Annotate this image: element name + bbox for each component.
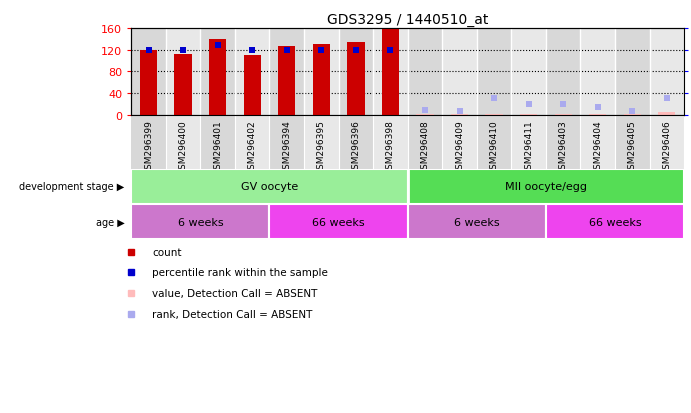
Bar — [304, 116, 339, 169]
Bar — [580, 116, 615, 169]
Text: GSM296405: GSM296405 — [627, 120, 637, 175]
Bar — [477, 116, 511, 169]
Bar — [589, 115, 607, 116]
Bar — [580, 29, 615, 116]
Title: GDS3295 / 1440510_at: GDS3295 / 1440510_at — [327, 12, 489, 26]
Text: MII oocyte/egg: MII oocyte/egg — [505, 182, 587, 192]
Bar — [278, 47, 296, 116]
Text: age ▶: age ▶ — [95, 217, 124, 227]
Text: 66 weeks: 66 weeks — [312, 217, 365, 227]
Text: 66 weeks: 66 weeks — [589, 217, 641, 227]
Bar — [442, 29, 477, 116]
Bar — [235, 116, 269, 169]
Bar — [416, 114, 434, 116]
Bar — [166, 29, 200, 116]
Text: GSM296394: GSM296394 — [282, 120, 292, 175]
Text: GSM296396: GSM296396 — [351, 120, 361, 175]
FancyBboxPatch shape — [408, 169, 684, 204]
Text: GSM296395: GSM296395 — [316, 120, 326, 175]
Bar — [373, 29, 408, 116]
FancyBboxPatch shape — [269, 204, 408, 240]
Bar — [442, 116, 477, 169]
Bar — [451, 114, 468, 116]
Text: GSM296406: GSM296406 — [662, 120, 672, 175]
Bar — [554, 114, 571, 116]
FancyBboxPatch shape — [546, 204, 684, 240]
Bar — [131, 116, 166, 169]
Bar — [347, 43, 365, 116]
Text: 6 weeks: 6 weeks — [454, 217, 500, 227]
Text: GSM296404: GSM296404 — [593, 120, 603, 174]
Bar — [140, 50, 158, 116]
Bar — [546, 29, 580, 116]
Bar — [373, 116, 408, 169]
Text: value, Detection Call = ABSENT: value, Detection Call = ABSENT — [152, 288, 317, 298]
Bar — [235, 29, 269, 116]
Bar — [312, 45, 330, 116]
Text: GSM296402: GSM296402 — [247, 120, 257, 174]
Text: development stage ▶: development stage ▶ — [19, 182, 124, 192]
Text: GSM296409: GSM296409 — [455, 120, 464, 175]
Bar — [615, 29, 650, 116]
Bar — [615, 116, 650, 169]
Text: GSM296400: GSM296400 — [178, 120, 188, 175]
Bar — [511, 29, 546, 116]
Text: GSM296398: GSM296398 — [386, 120, 395, 175]
Bar — [650, 29, 684, 116]
Bar — [174, 55, 191, 116]
Text: GSM296403: GSM296403 — [558, 120, 568, 175]
Text: 6 weeks: 6 weeks — [178, 217, 223, 227]
Bar — [381, 29, 399, 116]
Bar — [520, 114, 537, 116]
Text: count: count — [152, 247, 182, 257]
Bar — [131, 29, 166, 116]
Text: GSM296399: GSM296399 — [144, 120, 153, 175]
Text: GSM296410: GSM296410 — [489, 120, 499, 175]
Bar — [166, 116, 200, 169]
FancyBboxPatch shape — [131, 169, 408, 204]
Bar — [269, 29, 304, 116]
Bar — [209, 40, 227, 116]
Bar — [511, 116, 546, 169]
Text: GSM296408: GSM296408 — [420, 120, 430, 175]
Text: rank, Detection Call = ABSENT: rank, Detection Call = ABSENT — [152, 309, 312, 319]
Bar — [477, 29, 511, 116]
Bar — [243, 56, 261, 116]
Bar — [408, 116, 442, 169]
Bar — [658, 113, 675, 116]
Text: GV oocyte: GV oocyte — [241, 182, 298, 192]
Bar — [269, 116, 304, 169]
Bar — [485, 114, 503, 116]
Bar — [650, 116, 684, 169]
Text: percentile rank within the sample: percentile rank within the sample — [152, 268, 328, 278]
Bar — [408, 29, 442, 116]
Bar — [339, 29, 373, 116]
Bar — [200, 116, 235, 169]
Bar — [200, 29, 235, 116]
FancyBboxPatch shape — [408, 204, 546, 240]
Bar — [546, 116, 580, 169]
FancyBboxPatch shape — [131, 204, 269, 240]
Bar — [623, 115, 641, 116]
Text: GSM296401: GSM296401 — [213, 120, 223, 175]
Bar — [339, 116, 373, 169]
Bar — [304, 29, 339, 116]
Text: GSM296411: GSM296411 — [524, 120, 533, 175]
